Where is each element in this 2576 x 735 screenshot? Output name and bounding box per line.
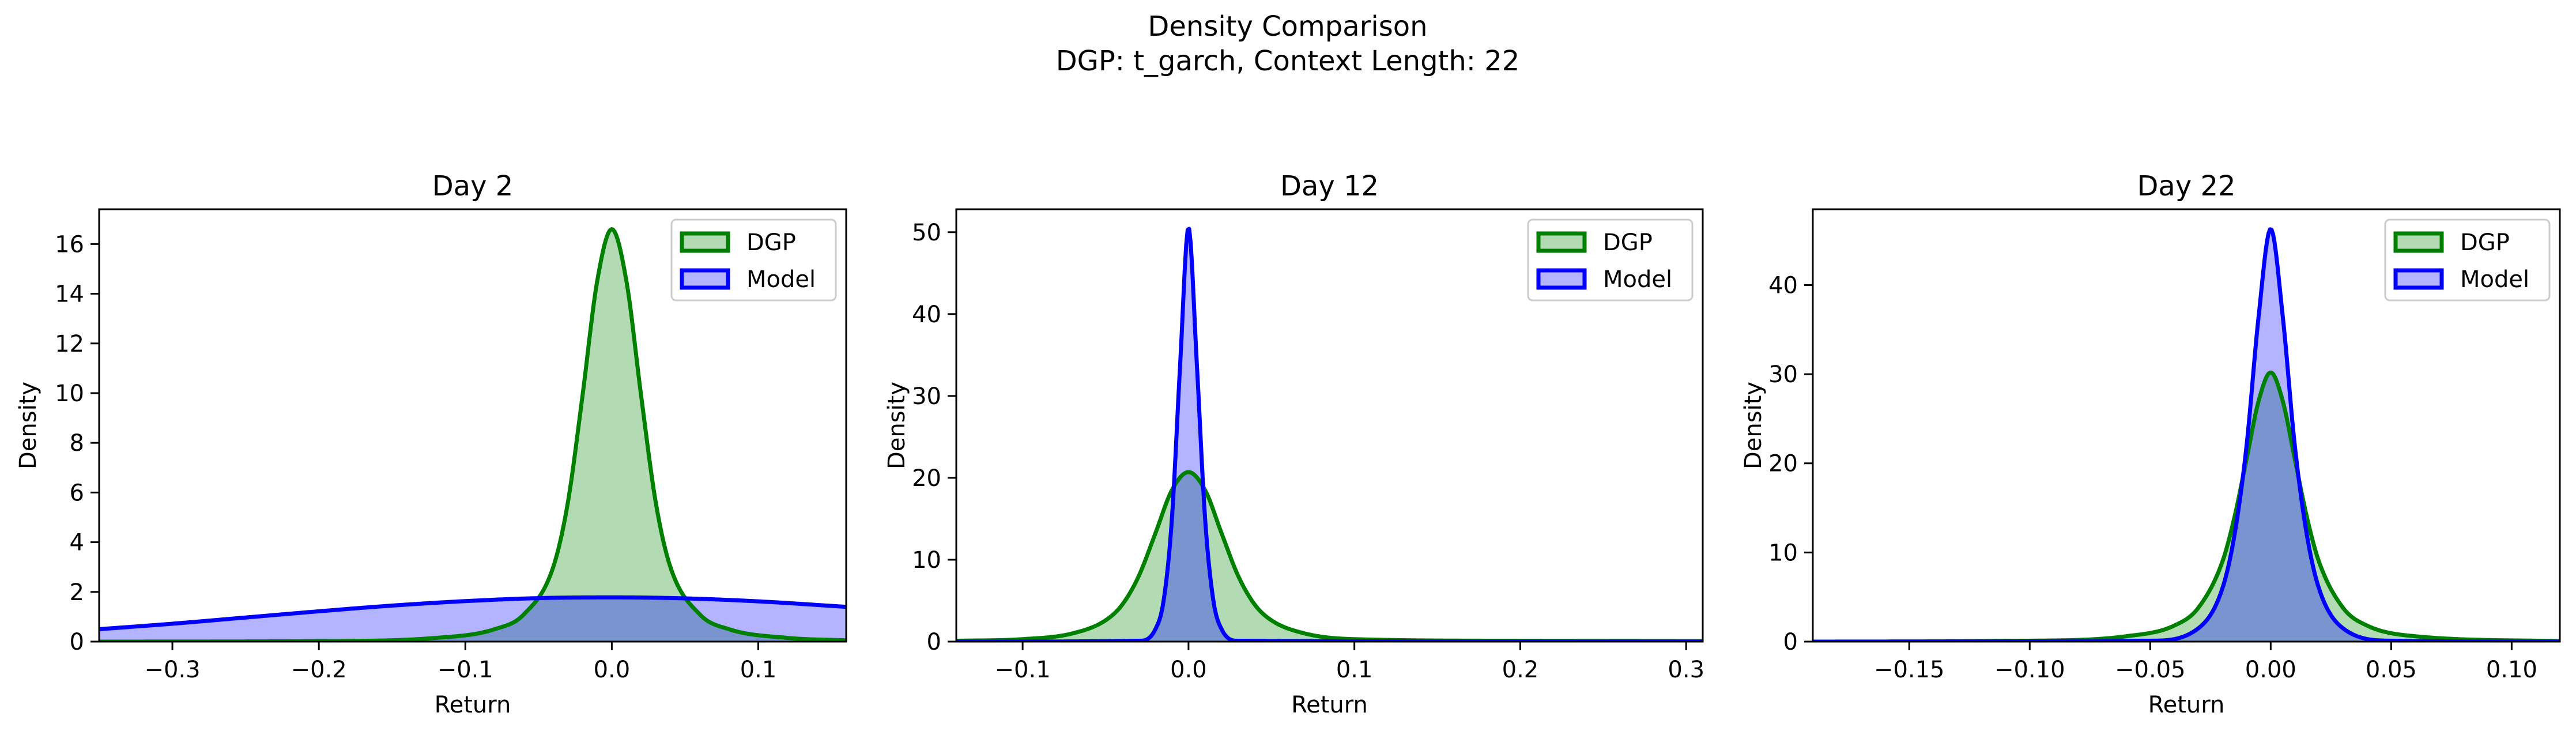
dgp-legend-label: DGP — [1603, 229, 1653, 256]
panel-title: Day 22 — [2137, 170, 2235, 202]
y-tick-label: 40 — [1768, 272, 1798, 299]
model-legend-label: Model — [746, 266, 816, 293]
y-tick-label: 6 — [70, 480, 84, 506]
axes-frame — [955, 208, 1704, 643]
x-tick-label: 0.0 — [1170, 657, 1207, 683]
dgp-legend-label: DGP — [746, 229, 796, 256]
model-legend-label: Model — [2460, 266, 2529, 293]
y-tick-label: 16 — [55, 231, 84, 258]
chart-panel-1: −0.3 −0.2 −0.1 0.0 0.1 0 2 4 6 8 10 12 14 16 Day 2 Retu… — [15, 170, 847, 718]
y-tick-label: 10 — [1768, 540, 1798, 566]
overlap-density-fill — [99, 597, 846, 642]
dgp-density-fill — [956, 472, 1703, 642]
x-tick-label: 0.0 — [594, 657, 631, 683]
x-tick-label: −0.2 — [291, 657, 347, 683]
y-tick-label: 8 — [70, 430, 84, 457]
x-tick-label: −0.1 — [437, 657, 493, 683]
y-tick-label: 4 — [70, 530, 84, 556]
y-tick-label: 30 — [912, 383, 941, 410]
y-tick-label: 12 — [55, 331, 84, 357]
y-tick-label: 20 — [1768, 451, 1798, 477]
legend: DGP Model — [1527, 218, 1694, 301]
dgp-legend-swatch — [2393, 231, 2444, 253]
x-tick-label: 0.05 — [2366, 657, 2417, 683]
y-axis-label: Density — [884, 382, 910, 469]
x-tick-label: 0.00 — [2245, 657, 2296, 683]
figure-suptitle-line1: Density Comparison — [1148, 10, 1427, 43]
y-tick-label: 10 — [912, 547, 941, 574]
y-tick-label: 30 — [1768, 361, 1798, 388]
y-axis-label: Density — [15, 382, 42, 469]
panel-title: Day 12 — [1280, 170, 1379, 202]
x-tick-label: −0.15 — [1874, 657, 1945, 683]
y-tick-label: 14 — [55, 281, 84, 308]
legend: DGP Model — [670, 218, 837, 301]
x-tick-label: −0.10 — [1994, 657, 2065, 683]
x-tick-label: −0.05 — [2115, 657, 2186, 683]
dgp-legend-label: DGP — [2460, 229, 2510, 256]
y-tick-label: 2 — [70, 579, 84, 606]
model-density-line — [99, 595, 846, 631]
x-axis-label: Return — [2148, 692, 2225, 718]
dgp-legend-swatch — [1536, 231, 1587, 253]
y-tick-label: 20 — [912, 465, 941, 492]
x-tick-label: −0.3 — [144, 657, 200, 683]
x-tick-label: 0.1 — [1336, 657, 1373, 683]
x-tick-label: −0.1 — [995, 657, 1051, 683]
y-tick-label: 40 — [912, 301, 941, 328]
axes-frame — [98, 208, 847, 643]
x-axis-label: Return — [1291, 692, 1368, 718]
chart-panel-3: −0.15 −0.10 −0.05 0.00 0.05 0.10 0 10 20 30 40 Day … — [1740, 170, 2561, 718]
model-legend-swatch — [680, 268, 730, 290]
panel-title: Day 2 — [432, 170, 514, 202]
model-legend-label: Model — [1603, 266, 1672, 293]
y-axis-label: Density — [1740, 382, 1767, 469]
y-tick-label: 0 — [70, 629, 84, 655]
model-legend-swatch — [2393, 268, 2444, 290]
chart-panel-2: −0.1 0.0 0.1 0.2 0.3 0 10 20 30 40 50 Day 12 Return D… — [884, 170, 1704, 718]
legend: DGP Model — [2384, 218, 2551, 301]
y-tick-label: 0 — [927, 629, 941, 655]
dgp-legend-swatch — [680, 231, 730, 253]
x-axis-label: Return — [435, 692, 511, 718]
y-tick-label: 10 — [55, 380, 84, 407]
axes-frame — [1812, 208, 2561, 643]
x-tick-label: 0.3 — [1668, 657, 1704, 683]
y-tick-label: 50 — [912, 220, 941, 246]
x-tick-label: 0.1 — [740, 657, 777, 683]
figure-suptitle-line2: DGP: t_garch, Context Length: 22 — [1056, 45, 1520, 77]
x-tick-label: 0.10 — [2486, 657, 2537, 683]
dgp-density-fill — [99, 229, 846, 642]
x-tick-label: 0.2 — [1502, 657, 1539, 683]
model-legend-swatch — [1536, 268, 1587, 290]
y-tick-label: 0 — [1783, 629, 1798, 655]
